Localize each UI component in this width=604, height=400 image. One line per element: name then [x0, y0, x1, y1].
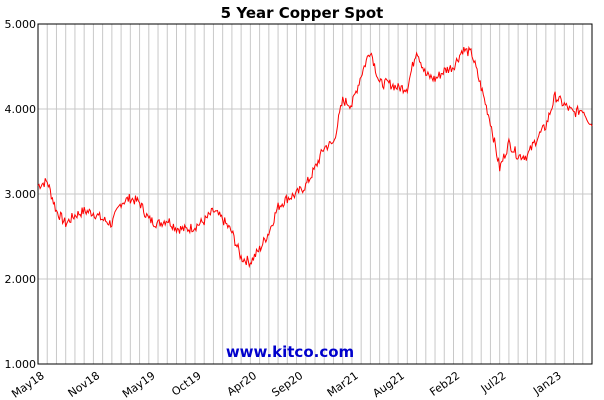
y-tick-label: 1.000 — [5, 358, 37, 371]
y-axis-ticks: 1.000 2.000 3.000 4.000 5.000 — [5, 18, 37, 371]
x-tick-label: Jul22 — [478, 369, 509, 396]
chart-title: 5 Year Copper Spot — [221, 4, 384, 22]
x-tick-label: Nov18 — [66, 369, 103, 400]
x-axis-ticks: May18 Nov18 May19 Oct19 Apr20 Sep20 Mar21 Aug21… — [9, 369, 564, 400]
grid-lines — [37, 23, 593, 365]
x-tick-label: Oct19 — [169, 369, 204, 399]
watermark-text: www.kitco.com — [226, 343, 354, 361]
x-tick-label: Aug21 — [370, 369, 407, 400]
y-tick-label: 3.000 — [5, 188, 37, 201]
x-tick-label: Apr20 — [225, 369, 260, 399]
x-tick-label: Sep20 — [269, 369, 305, 400]
x-tick-label: May19 — [120, 369, 158, 400]
x-tick-label: Jan23 — [530, 369, 564, 398]
copper-price-line — [37, 45, 593, 269]
y-tick-label: 4.000 — [5, 103, 37, 116]
x-tick-label: May18 — [9, 369, 47, 400]
y-tick-label: 5.000 — [5, 18, 37, 31]
plot-area — [37, 23, 593, 365]
x-tick-label: Mar21 — [325, 369, 361, 400]
y-tick-label: 2.000 — [5, 273, 37, 286]
x-tick-label: Feb22 — [427, 369, 462, 399]
